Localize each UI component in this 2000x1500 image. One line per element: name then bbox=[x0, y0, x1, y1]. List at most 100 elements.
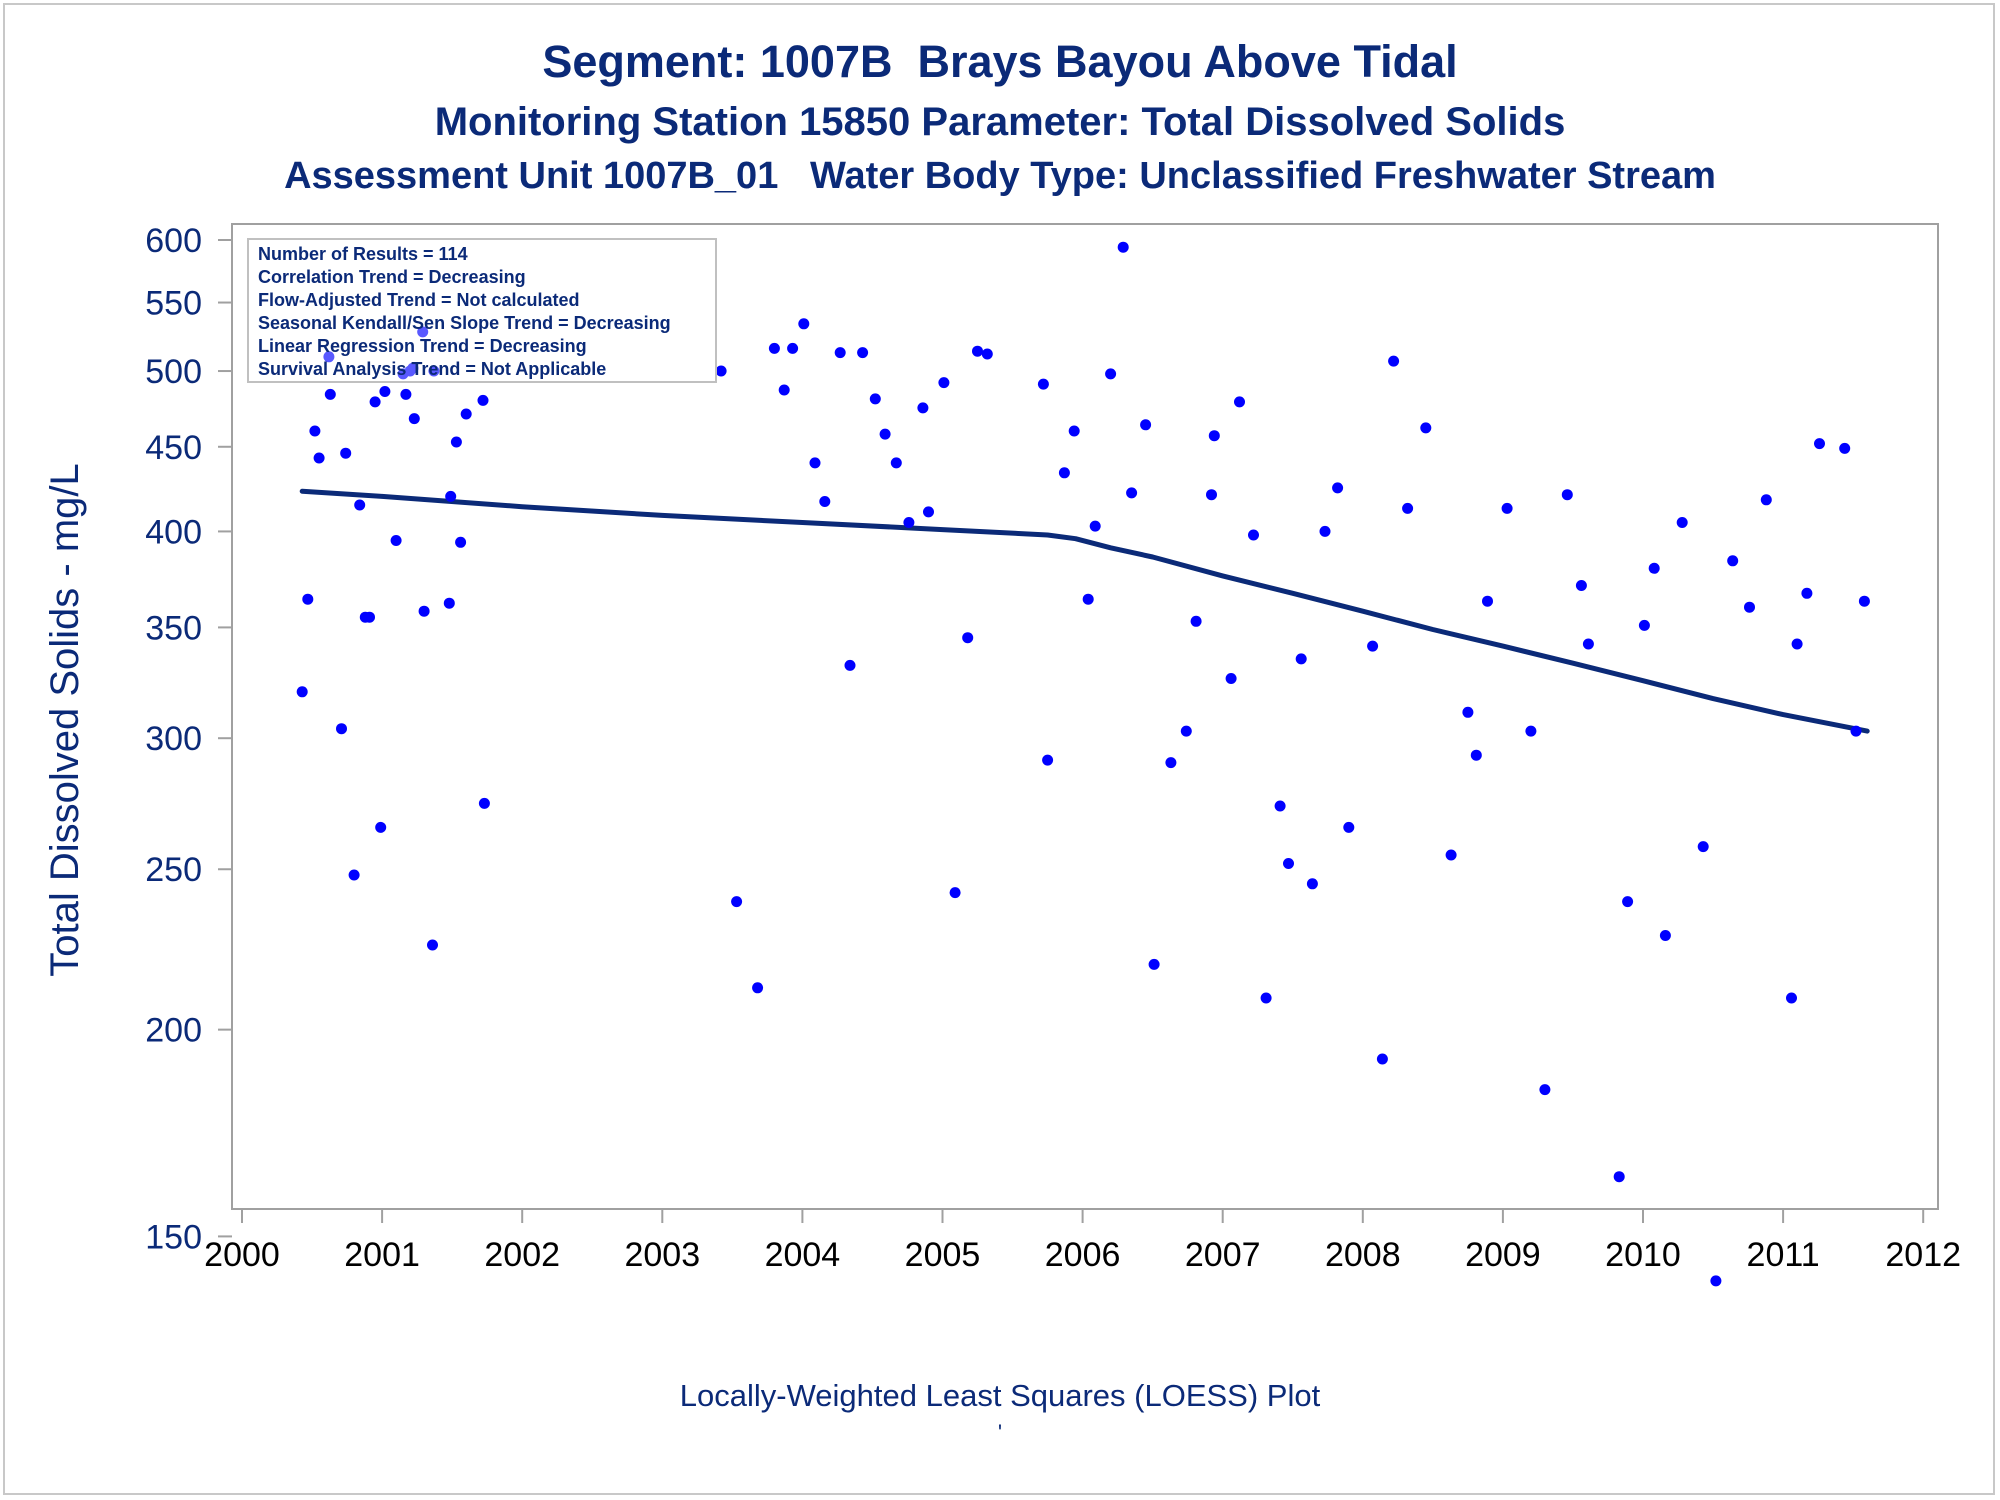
data-point bbox=[869, 393, 881, 405]
data-point bbox=[1786, 992, 1797, 1004]
x-tick-label: 2006 bbox=[1045, 1236, 1121, 1274]
data-point bbox=[1525, 725, 1537, 737]
stats-legend-line: Linear Regression Trend = Decreasing bbox=[258, 336, 587, 356]
data-point bbox=[379, 386, 391, 397]
data-point bbox=[309, 425, 321, 437]
data-point bbox=[478, 797, 490, 809]
data-point bbox=[1445, 849, 1457, 861]
data-point bbox=[1343, 821, 1355, 833]
data-point bbox=[1613, 1171, 1625, 1183]
chart-frame bbox=[3, 3, 1995, 1495]
data-point bbox=[1042, 754, 1054, 766]
data-point bbox=[981, 348, 993, 360]
x-tick-label: 2011 bbox=[1747, 1236, 1820, 1274]
y-tick-label: 600 bbox=[145, 222, 202, 260]
data-point bbox=[336, 723, 347, 735]
data-point bbox=[1165, 757, 1177, 769]
data-point bbox=[879, 428, 891, 440]
data-point bbox=[890, 457, 902, 469]
data-point bbox=[844, 659, 856, 671]
x-tick-label: 2003 bbox=[624, 1236, 700, 1274]
stats-legend-line: Flow-Adjusted Trend = Not calculated bbox=[258, 290, 580, 310]
data-point bbox=[787, 342, 799, 354]
data-point bbox=[938, 377, 950, 389]
data-point bbox=[1082, 593, 1094, 605]
data-point bbox=[1801, 587, 1813, 599]
data-point bbox=[340, 447, 352, 459]
data-point bbox=[443, 597, 455, 609]
data-point bbox=[302, 593, 314, 605]
data-points-layer bbox=[296, 241, 1870, 1287]
data-point bbox=[400, 388, 412, 400]
plot-area-border bbox=[231, 223, 1939, 1210]
data-point bbox=[1180, 725, 1192, 737]
stats-legend: Number of Results = 114 Correlation Trend… bbox=[247, 238, 717, 383]
stats-legend-line: Correlation Trend = Decreasing bbox=[258, 267, 526, 287]
chart-subtitle: Monitoring Station 15850 Parameter: Tota… bbox=[434, 100, 1566, 144]
y-tick-label: 500 bbox=[145, 353, 202, 391]
data-point bbox=[1274, 800, 1286, 812]
data-point bbox=[427, 939, 438, 951]
data-point bbox=[364, 611, 375, 623]
data-point bbox=[1126, 487, 1138, 499]
loess-trend-layer bbox=[299, 488, 1870, 734]
data-point bbox=[1037, 378, 1049, 390]
y-axis-label: Total Dissolved Solids - mg/L bbox=[43, 463, 87, 977]
data-point bbox=[1850, 725, 1862, 737]
x-tick-label: 2004 bbox=[765, 1236, 841, 1274]
x-tick-label: 2005 bbox=[905, 1236, 981, 1274]
data-point bbox=[1659, 930, 1671, 941]
data-point bbox=[1148, 958, 1160, 970]
data-point bbox=[857, 347, 869, 359]
data-point bbox=[1068, 425, 1080, 437]
data-point bbox=[1791, 638, 1803, 650]
y-tick-label: 150 bbox=[145, 1218, 202, 1256]
x-tick-label: 2012 bbox=[1885, 1236, 1961, 1274]
data-point bbox=[1306, 878, 1318, 890]
data-point bbox=[1839, 442, 1851, 454]
data-point bbox=[407, 362, 419, 374]
data-point bbox=[962, 632, 974, 644]
data-point bbox=[1260, 992, 1272, 1004]
data-point bbox=[1420, 422, 1432, 434]
data-point bbox=[778, 384, 790, 396]
data-point bbox=[348, 869, 360, 881]
data-point bbox=[1332, 482, 1344, 494]
data-point bbox=[949, 887, 961, 899]
data-point bbox=[1727, 555, 1739, 567]
data-point bbox=[1295, 653, 1307, 665]
data-point bbox=[460, 408, 472, 420]
data-point bbox=[1582, 638, 1594, 650]
chart-footnote-mark: ' bbox=[997, 1420, 1003, 1445]
data-point bbox=[768, 342, 780, 354]
data-point bbox=[1648, 562, 1660, 574]
data-point bbox=[1814, 438, 1825, 450]
data-point bbox=[798, 318, 810, 330]
data-point bbox=[1283, 858, 1294, 869]
data-point bbox=[1638, 619, 1650, 631]
data-point bbox=[1501, 502, 1513, 514]
stats-legend-box bbox=[247, 238, 717, 383]
data-point bbox=[1622, 896, 1634, 908]
data-point bbox=[296, 686, 308, 698]
data-point bbox=[819, 496, 831, 507]
data-point bbox=[1089, 520, 1101, 532]
x-tick-label: 2001 bbox=[344, 1236, 420, 1274]
data-point bbox=[1225, 673, 1237, 684]
data-point bbox=[369, 396, 381, 408]
data-point bbox=[1744, 601, 1755, 613]
data-point bbox=[809, 457, 821, 469]
data-point bbox=[354, 499, 366, 511]
data-point bbox=[445, 490, 457, 502]
data-point bbox=[715, 365, 727, 377]
stats-legend-line: Seasonal Kendall/Sen Slope Trend = Decre… bbox=[258, 313, 671, 333]
x-tick-label: 2008 bbox=[1325, 1236, 1401, 1274]
chart-title: Segment: 1007B Brays Bayou Above Tidal bbox=[542, 36, 1458, 87]
data-point bbox=[418, 605, 430, 617]
stats-legend-line: Survival Analysis Trend = Not Applicable bbox=[258, 359, 606, 379]
data-point bbox=[917, 402, 929, 414]
data-point bbox=[1575, 580, 1587, 591]
data-point bbox=[1206, 489, 1217, 501]
y-tick-label: 200 bbox=[145, 1012, 202, 1050]
data-point bbox=[1117, 241, 1129, 253]
